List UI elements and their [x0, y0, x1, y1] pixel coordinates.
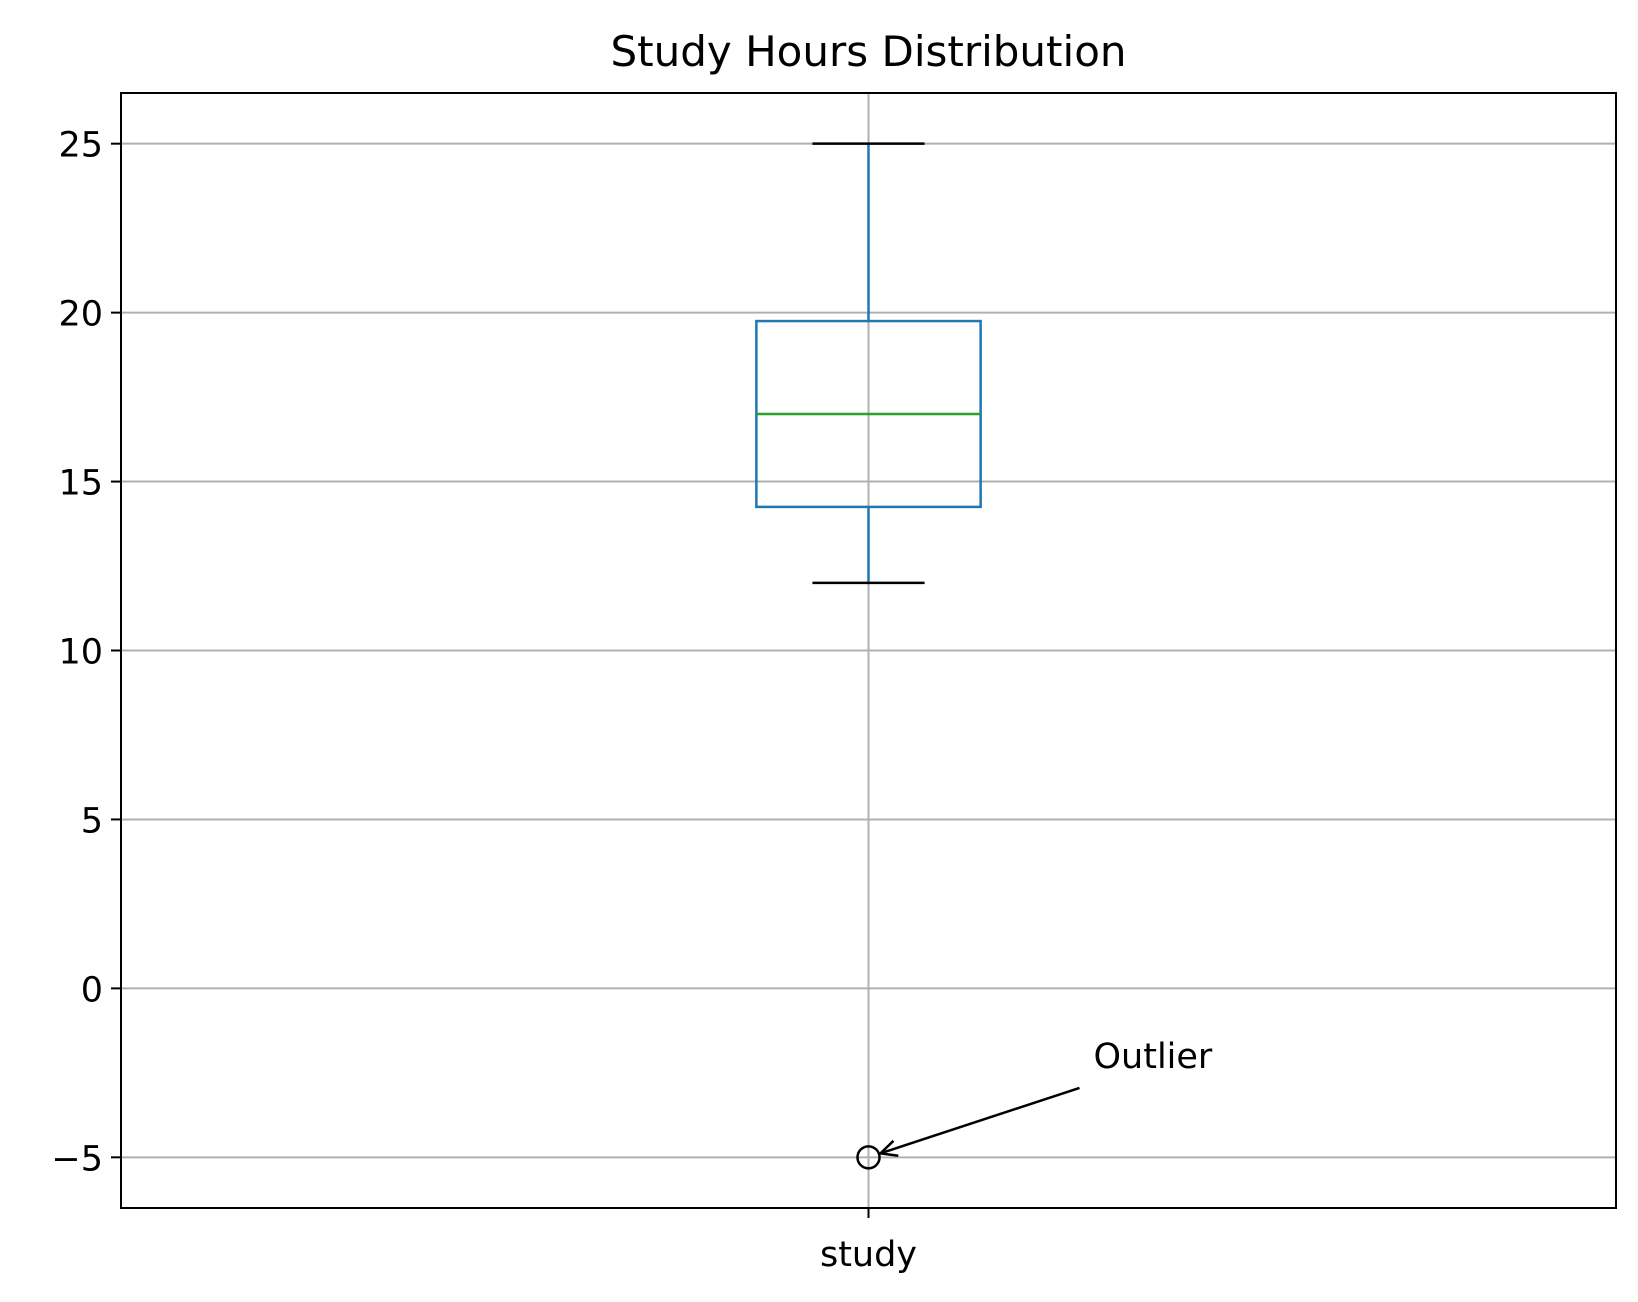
- y-tick-label: 25: [58, 126, 103, 166]
- x-tick-label: study: [820, 1235, 917, 1275]
- annotation-label: Outlier: [1094, 1037, 1213, 1077]
- y-tick-label: 10: [58, 633, 103, 673]
- y-tick-label: 15: [58, 464, 103, 504]
- chart-title: Study Hours Distribution: [610, 27, 1126, 76]
- annotation-arrowhead: [877, 1139, 899, 1157]
- axis-layer: −5 0 5 10 15 20 25 study: [51, 126, 917, 1275]
- y-tick-label: −5: [51, 1139, 103, 1179]
- annotation-arrow: [880, 1086, 1080, 1155]
- y-tick-label: 20: [58, 295, 103, 335]
- box-layer: [755, 142, 982, 1170]
- outlier-point: [856, 1145, 881, 1170]
- y-tick-label: 5: [81, 801, 103, 841]
- y-tick-label: 0: [81, 970, 103, 1010]
- annotation-layer: Outlier: [877, 1037, 1213, 1157]
